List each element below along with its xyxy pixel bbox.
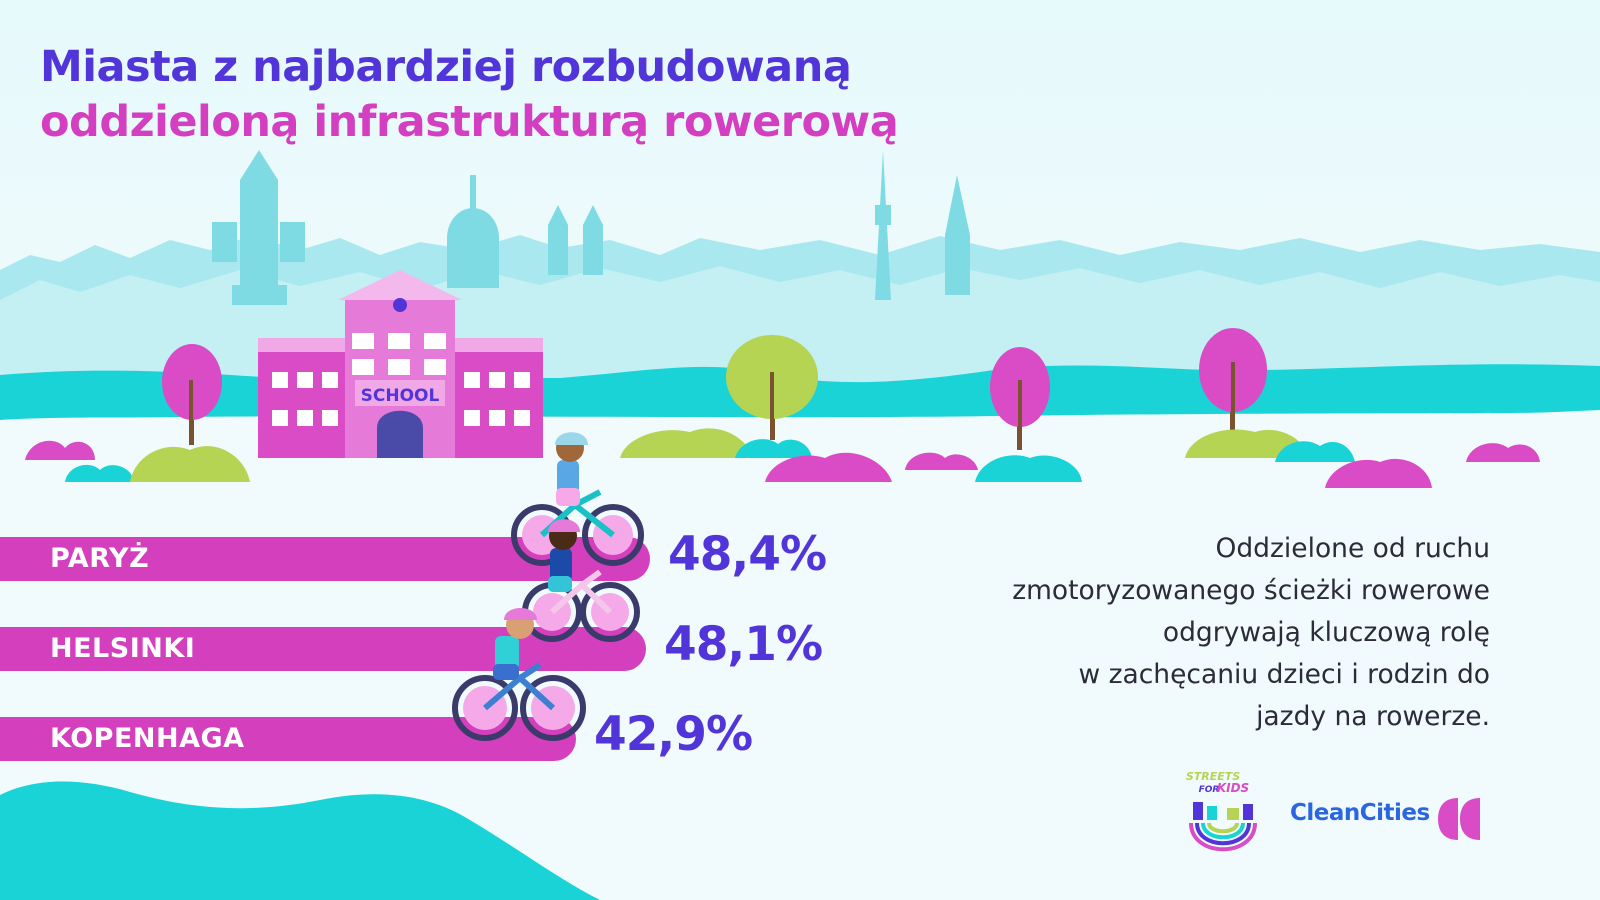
- bush: [620, 428, 1082, 482]
- value-label: 48,1%: [664, 617, 823, 672]
- description-line: jazdy na rowerze.: [1256, 701, 1490, 732]
- description-line: odgrywają kluczową rolę: [1162, 617, 1490, 648]
- school-sign: SCHOOL: [361, 386, 440, 406]
- city-label: PARYŻ: [50, 543, 150, 574]
- description-line: w zachęcaniu dzieci i rodzin do: [1078, 659, 1490, 690]
- title-line-2: oddzieloną infrastrukturą rowerową: [40, 97, 899, 147]
- bush: [1185, 429, 1540, 488]
- tree: [726, 335, 818, 440]
- title-line-1: Miasta z najbardziej rozbudowaną: [40, 42, 852, 92]
- ground: [0, 412, 1600, 900]
- description-line: zmotoryzowanego ścieżki rowerowe: [1012, 575, 1490, 606]
- city-label: HELSINKI: [50, 633, 196, 664]
- landmark-towers: [212, 150, 970, 305]
- bottom-wave: [0, 781, 600, 900]
- school-building: SCHOOL: [258, 270, 543, 458]
- streets-for-kids-text: KIDS: [1217, 781, 1249, 795]
- value-label: 48,4%: [668, 527, 827, 582]
- value-label: 42,9%: [594, 707, 753, 762]
- description: Oddzielone od ruchu zmotoryzowanego ście…: [870, 528, 1490, 738]
- streets-for-kids-logo: STREETS FOR KIDS: [1186, 770, 1257, 852]
- tree: [990, 347, 1050, 450]
- description-line: Oddzielone od ruchu: [1215, 533, 1491, 564]
- clean-cities-mark-icon: [1438, 798, 1480, 840]
- tree: [1199, 328, 1267, 435]
- streets-for-kids-text: STREETS: [1186, 770, 1240, 783]
- page-title: Miasta z najbardziej rozbudowaną oddziel…: [40, 40, 899, 150]
- city-label: KOPENHAGA: [50, 723, 245, 754]
- streets-for-kids-text: FOR: [1199, 785, 1220, 795]
- bush: [25, 440, 250, 482]
- clean-cities-logo: CleanCities: [1290, 800, 1430, 826]
- tree: [162, 344, 222, 445]
